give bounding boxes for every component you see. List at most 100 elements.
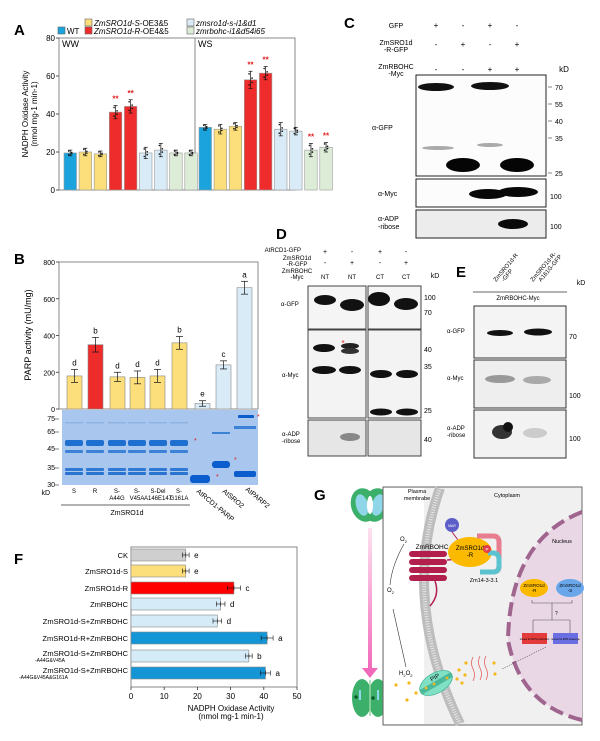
y-tick-label: 0 <box>51 407 55 414</box>
kd-label: kD <box>559 65 569 74</box>
band <box>314 295 336 305</box>
data-point <box>278 132 281 134</box>
nuclear-sro-s-label: ZmSRO1d <box>559 583 581 588</box>
marker-label: 65 <box>47 429 55 436</box>
x-tick-label: 20 <box>193 692 202 701</box>
significance-letter: b <box>177 325 182 334</box>
marker-25: 25 <box>424 408 432 415</box>
data-point <box>218 125 220 127</box>
asterisk: * <box>194 438 197 445</box>
lane-label: G161A <box>170 496 189 502</box>
data-point <box>326 145 329 148</box>
category-label: ZmSRO1d-R+ZmRBOHC <box>42 634 128 643</box>
y-axis-label: PARP activity (mU/mg) <box>23 289 33 380</box>
data-point <box>146 151 149 153</box>
x-tick-label: 10 <box>160 692 169 701</box>
condition-signs: + - + - - + - + - - + + <box>434 21 520 74</box>
band <box>485 375 515 383</box>
data-point <box>128 100 130 103</box>
nucleus-label: Nucleus <box>552 539 572 545</box>
band <box>340 433 360 441</box>
x-axis-label-units: (nmol mg-1 min-1) <box>198 712 264 721</box>
kd-label: kD <box>431 273 440 280</box>
ros-scavenge-label: Genes for ROS scavenge <box>551 638 580 641</box>
closing-arrow <box>368 528 372 668</box>
gel-band <box>86 422 104 424</box>
gel-band <box>65 450 83 453</box>
gel-band <box>128 468 146 471</box>
condition-sign: - <box>379 260 382 267</box>
zmrbohc-protein <box>409 547 458 607</box>
data-point <box>263 67 265 70</box>
x-tick-label: 40 <box>259 692 268 701</box>
asterisk: * <box>257 414 260 421</box>
row-label-atrcd1: AtRCD1-GFP <box>265 248 301 254</box>
lane-label: S- <box>114 489 120 495</box>
blot-label-myc: α-Myc <box>447 376 463 382</box>
bar <box>184 152 198 191</box>
lane-label: S- <box>176 489 182 495</box>
data-point <box>101 152 103 155</box>
condition-sign: - <box>489 40 492 49</box>
row-label-sro-2: -R-GFP <box>384 47 408 54</box>
gel-band <box>190 475 210 483</box>
panel-g-label: G <box>314 487 326 504</box>
gel-band <box>149 450 167 453</box>
marker-40: 40 <box>424 347 432 354</box>
condition-sign: - <box>462 21 465 30</box>
marker-label: 25 <box>555 171 563 178</box>
fraction-label: CT <box>376 275 384 281</box>
row-label-rbohc-2: -Myc <box>291 275 304 281</box>
regulation-lines <box>531 600 573 633</box>
data-point <box>86 152 88 154</box>
ros-production-box <box>522 633 547 644</box>
bar <box>244 79 258 191</box>
y-axis-label-units: (nmol mg-1 min-1) <box>30 81 39 147</box>
gel-band <box>149 422 167 424</box>
bar <box>63 152 77 191</box>
data-point <box>251 81 253 84</box>
bar <box>215 364 232 410</box>
legend-label: zmsro1d-s-i1&d1 <box>195 19 256 28</box>
group-label-ws: WS <box>198 39 213 49</box>
band <box>422 146 454 150</box>
condition-sign: - <box>462 65 465 74</box>
blot-label-adp: α-ADP <box>378 216 399 223</box>
category-sublabel: -A44G&V45A&G161A <box>19 675 69 681</box>
data-point <box>176 153 179 155</box>
data-point <box>188 153 191 156</box>
data-point <box>281 127 284 129</box>
data-point <box>266 71 268 73</box>
arrow <box>389 543 405 586</box>
blot-label-gfp: α-GFP <box>281 302 299 308</box>
y-tick-label: 40 <box>46 110 55 119</box>
asterisk: * <box>341 339 344 348</box>
ros-production-label: Genes for ROS production <box>520 638 550 641</box>
legend-swatch <box>57 26 66 35</box>
condition-sign: + <box>515 65 520 74</box>
data-point <box>98 154 100 157</box>
band <box>471 82 509 90</box>
gel-band <box>108 472 126 475</box>
significance-letter: e <box>194 551 199 560</box>
bar <box>213 128 227 191</box>
gel-band <box>149 468 167 471</box>
row-label-sro-2: -R-GFP <box>287 262 308 268</box>
lane-label-atparp2: AtPARP2 <box>244 486 271 510</box>
data-point <box>161 147 164 150</box>
zmsro1d-r-cloud <box>448 537 492 567</box>
blot-label-gfp: α-GFP <box>447 329 465 335</box>
bar <box>130 631 268 645</box>
blot-label-myc: α-Myc <box>282 373 298 379</box>
band <box>477 143 503 147</box>
band <box>341 348 359 354</box>
row-label-rbohc: ZmRBOHC <box>282 269 313 275</box>
band <box>503 422 513 432</box>
gel-band <box>128 450 146 453</box>
panel-c: C GFP ZmSRO1d -R-GFP ZmRBOHC -Myc + - + -- +… <box>344 15 569 239</box>
row-label-rbohc: ZmRBOHC <box>378 64 413 71</box>
significance-letter: d <box>230 600 234 609</box>
band <box>446 158 480 172</box>
condition-sign: + <box>323 249 327 256</box>
